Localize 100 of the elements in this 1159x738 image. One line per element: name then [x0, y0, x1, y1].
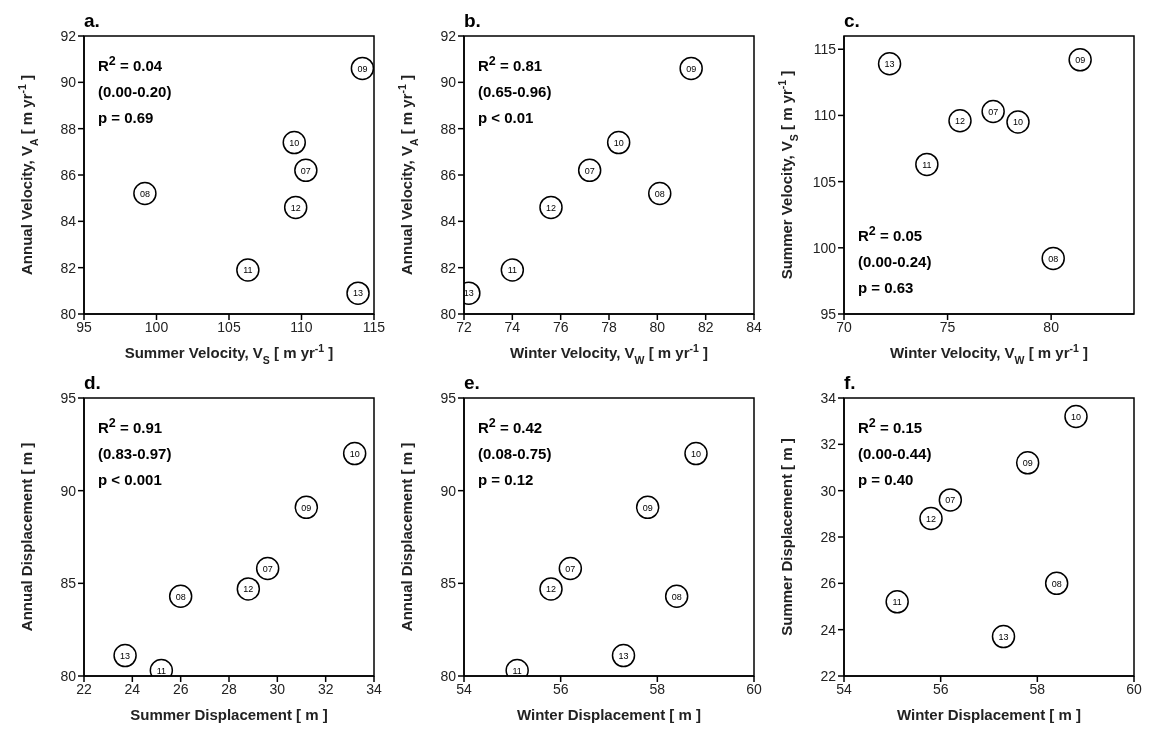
annotation: p < 0.01	[478, 108, 535, 128]
annotation: R$^{2}$ = 0.15	[858, 415, 924, 438]
y-tick-label: 90	[60, 74, 77, 91]
x-tick-label: 34	[366, 680, 382, 697]
point	[606, 130, 631, 155]
y-tick-label: 95	[440, 389, 457, 406]
series-label: 09	[686, 63, 697, 74]
point	[113, 643, 137, 668]
series-label: 12	[545, 584, 557, 595]
x-tick-label: 115	[362, 318, 386, 335]
point	[236, 258, 260, 282]
series-label: 11	[156, 665, 167, 676]
series-label: 09	[1022, 458, 1033, 469]
y-tick-label: 100	[812, 239, 837, 256]
chart-title: a.	[84, 10, 100, 32]
x-axis-title: Winter Velocity, V$_{W}$ [ m yr$^{-1}$ ]	[889, 342, 1089, 366]
series-label: 11	[243, 265, 253, 276]
x-tick-label: 26	[172, 680, 189, 697]
series-label: 12	[545, 202, 557, 213]
y-tick-label: 92	[440, 27, 457, 44]
series-label: 11	[892, 597, 902, 608]
annotation: R$^{2}$ = 0.04	[98, 53, 164, 76]
y-tick-label: 90	[440, 482, 457, 499]
series-label: 11	[512, 665, 522, 676]
x-tick-label: 74	[504, 318, 521, 335]
y-tick-label: 82	[60, 259, 77, 276]
x-axis-title: Summer Velocity, V$_{S}$ [ m yr$^{-1}$ ]	[124, 342, 334, 366]
point	[679, 56, 703, 81]
y-tick-label: 80	[440, 667, 457, 684]
x-tick-label: 82	[697, 318, 714, 335]
y-tick-label: 95	[60, 389, 77, 406]
x-tick-label: 54	[456, 680, 472, 697]
y-tick-label: 115	[813, 41, 837, 58]
y-tick-label: 80	[60, 305, 77, 322]
series-label: 10	[690, 448, 702, 459]
y-tick-label: 86	[60, 166, 77, 183]
chart-title: f.	[844, 372, 856, 394]
x-tick-label: 30	[269, 680, 286, 697]
x-tick-label: 80	[1043, 318, 1060, 335]
y-tick-label: 88	[60, 120, 77, 137]
series-label: 12	[925, 513, 937, 524]
point	[991, 624, 1016, 649]
y-tick-label: 34	[820, 389, 837, 406]
annotation: (0.00-0.44)	[858, 444, 932, 464]
series-label: 12	[290, 202, 301, 213]
y-tick-label: 84	[60, 213, 77, 230]
series-label: 13	[884, 58, 895, 69]
annotation: (0.00-0.20)	[98, 82, 172, 102]
point	[236, 577, 261, 601]
x-tick-label: 28	[221, 680, 237, 697]
point	[255, 556, 280, 581]
series-label: 13	[618, 650, 629, 661]
series-label: 07	[945, 495, 956, 506]
y-tick-label: 84	[440, 213, 457, 230]
x-tick-label: 105	[217, 318, 241, 335]
point	[664, 584, 689, 609]
y-tick-label: 85	[440, 575, 457, 592]
y-tick-label: 86	[440, 166, 457, 183]
annotation: (0.83-0.97)	[98, 444, 172, 464]
annotation: R$^{2}$ = 0.81	[478, 53, 544, 76]
point	[294, 158, 318, 183]
series-label: 08	[139, 188, 150, 199]
y-tick-label: 110	[813, 107, 837, 124]
series-label: 07	[262, 563, 273, 574]
series-label: 08	[175, 591, 186, 602]
y-tick-label: 26	[820, 575, 837, 592]
point	[577, 158, 602, 183]
y-axis-title: Annual Displacement [ m ]	[18, 442, 35, 632]
x-tick-label: 78	[601, 318, 617, 335]
series-label: 09	[642, 502, 653, 513]
point	[1064, 404, 1088, 429]
annotation: R$^{2}$ = 0.91	[98, 415, 164, 438]
point	[611, 643, 636, 668]
y-tick-label: 82	[440, 259, 457, 276]
point	[168, 584, 193, 609]
series-label: 07	[584, 165, 595, 176]
annotation: (0.08-0.75)	[478, 444, 552, 464]
point	[133, 181, 157, 206]
y-tick-label: 30	[820, 482, 837, 499]
series-label: 13	[120, 650, 131, 661]
series-label: 10	[349, 448, 360, 459]
annotation: R$^{2}$ = 0.05	[858, 223, 924, 246]
x-tick-label: 95	[76, 318, 92, 335]
x-axis-title: Winter Velocity, V$_{W}$ [ m yr$^{-1}$ ]	[509, 342, 709, 366]
x-tick-label: 56	[932, 680, 949, 697]
annotation: p = 0.63	[858, 278, 915, 298]
series-label: 08	[671, 591, 682, 602]
x-tick-label: 22	[76, 680, 92, 697]
series-label: 07	[300, 165, 311, 176]
x-tick-label: 24	[124, 680, 141, 697]
series-label: 10	[289, 137, 300, 148]
annotation: p = 0.40	[858, 470, 915, 490]
point	[877, 52, 902, 76]
y-tick-label: 90	[440, 74, 457, 91]
annotation: p = 0.69	[98, 108, 155, 128]
annotation: p = 0.12	[478, 470, 535, 490]
x-axis-title: Winter Displacement [ m ]	[516, 706, 702, 723]
y-tick-label: 88	[440, 120, 457, 137]
x-tick-label: 60	[1126, 680, 1142, 697]
chart-title: c.	[844, 10, 860, 32]
